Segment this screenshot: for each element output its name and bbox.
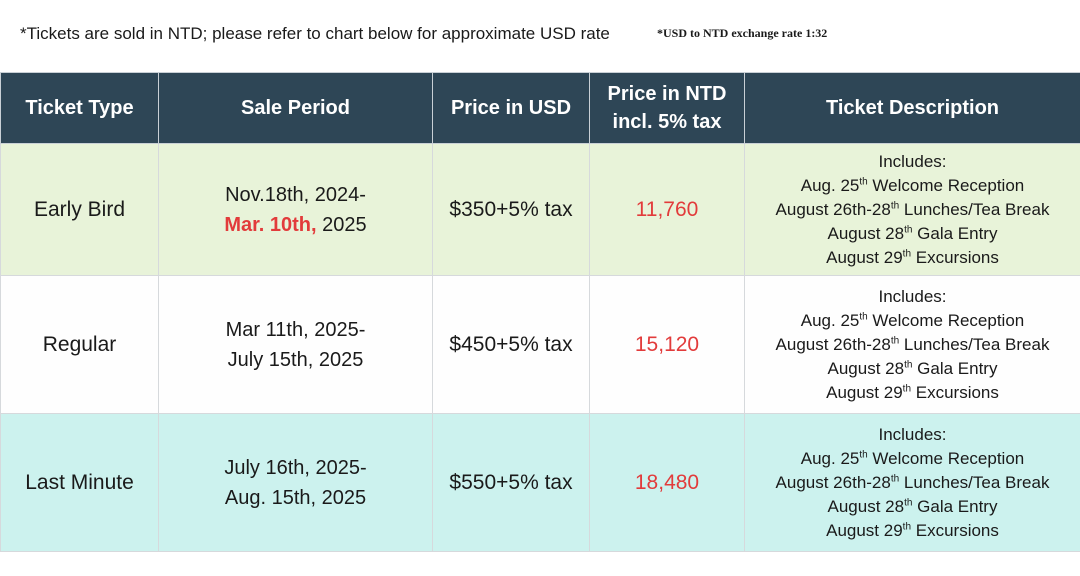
- period-end-highlight: Mar. 10th,: [224, 213, 317, 236]
- table-row-regular: Regular Mar 11th, 2025- July 15th, 2025 …: [0, 275, 1080, 414]
- period-start: Nov.18th, 2024-: [225, 183, 366, 206]
- table-header-row: Ticket Type Sale Period Price in USD Pri…: [0, 72, 1080, 144]
- desc-reception: Aug. 25th Welcome Reception: [800, 448, 1025, 468]
- ticket-currency-note: *Tickets are sold in NTD; please refer t…: [20, 24, 610, 43]
- period-end: July 15th, 2025: [227, 348, 364, 371]
- period-end: Aug. 15th, 2025: [224, 486, 367, 509]
- header-price-ntd: Price in NTD incl. 5% tax: [589, 72, 745, 144]
- desc-gala: August 28th Gala Entry: [827, 358, 998, 378]
- desc-reception: Aug. 25th Welcome Reception: [800, 175, 1025, 195]
- ticket-description: Includes: Aug. 25th Welcome Reception Au…: [744, 413, 1080, 552]
- header-price-ntd-line2: incl. 5% tax: [612, 111, 722, 133]
- sale-period: July 16th, 2025- Aug. 15th, 2025: [158, 413, 433, 552]
- period-start: July 16th, 2025-: [224, 456, 367, 479]
- desc-gala: August 28th Gala Entry: [827, 496, 998, 516]
- price-usd: $450+5% tax: [432, 275, 590, 414]
- desc-excursions: August 29th Excursions: [826, 382, 999, 402]
- sale-period: Mar 11th, 2025- July 15th, 2025: [158, 275, 433, 414]
- desc-includes: Includes:: [878, 286, 947, 306]
- desc-reception: Aug. 25th Welcome Reception: [800, 310, 1025, 330]
- ticket-description: Includes: Aug. 25th Welcome Reception Au…: [744, 143, 1080, 276]
- desc-lunches: August 26th-28th Lunches/Tea Break: [775, 334, 1050, 354]
- table-row-early-bird: Early Bird Nov.18th, 2024- Mar. 10th, 20…: [0, 143, 1080, 276]
- desc-lunches: August 26th-28th Lunches/Tea Break: [775, 472, 1050, 492]
- price-usd: $350+5% tax: [432, 143, 590, 276]
- ticket-description: Includes: Aug. 25th Welcome Reception Au…: [744, 275, 1080, 414]
- desc-includes: Includes:: [878, 151, 947, 171]
- desc-gala: August 28th Gala Entry: [827, 223, 998, 243]
- ticket-type: Last Minute: [0, 413, 159, 552]
- desc-excursions: August 29th Excursions: [826, 247, 999, 267]
- header-ticket-type: Ticket Type: [0, 72, 159, 144]
- header-price-ntd-line1: Price in NTD: [607, 83, 727, 105]
- header-sale-period: Sale Period: [158, 72, 433, 144]
- desc-includes: Includes:: [878, 424, 947, 444]
- period-start: Mar 11th, 2025-: [225, 318, 366, 341]
- desc-lunches: August 26th-28th Lunches/Tea Break: [775, 199, 1050, 219]
- desc-excursions: August 29th Excursions: [826, 520, 999, 540]
- ticket-type: Regular: [0, 275, 159, 414]
- ticket-type: Early Bird: [0, 143, 159, 276]
- price-ntd: 15,120: [589, 275, 745, 414]
- price-usd: $550+5% tax: [432, 413, 590, 552]
- table-row-last-minute: Last Minute July 16th, 2025- Aug. 15th, …: [0, 413, 1080, 552]
- price-ntd: 18,480: [589, 413, 745, 552]
- header-description: Ticket Description: [744, 72, 1080, 144]
- notes-bar: *Tickets are sold in NTD; please refer t…: [0, 0, 1080, 72]
- period-end-year: 2025: [316, 213, 367, 236]
- ticket-pricing-table: Ticket Type Sale Period Price in USD Pri…: [0, 72, 1080, 552]
- sale-period: Nov.18th, 2024- Mar. 10th, 2025: [158, 143, 433, 276]
- header-price-usd: Price in USD: [432, 72, 590, 144]
- price-ntd: 11,760: [589, 143, 745, 276]
- exchange-rate-note: *USD to NTD exchange rate 1:32: [657, 26, 828, 40]
